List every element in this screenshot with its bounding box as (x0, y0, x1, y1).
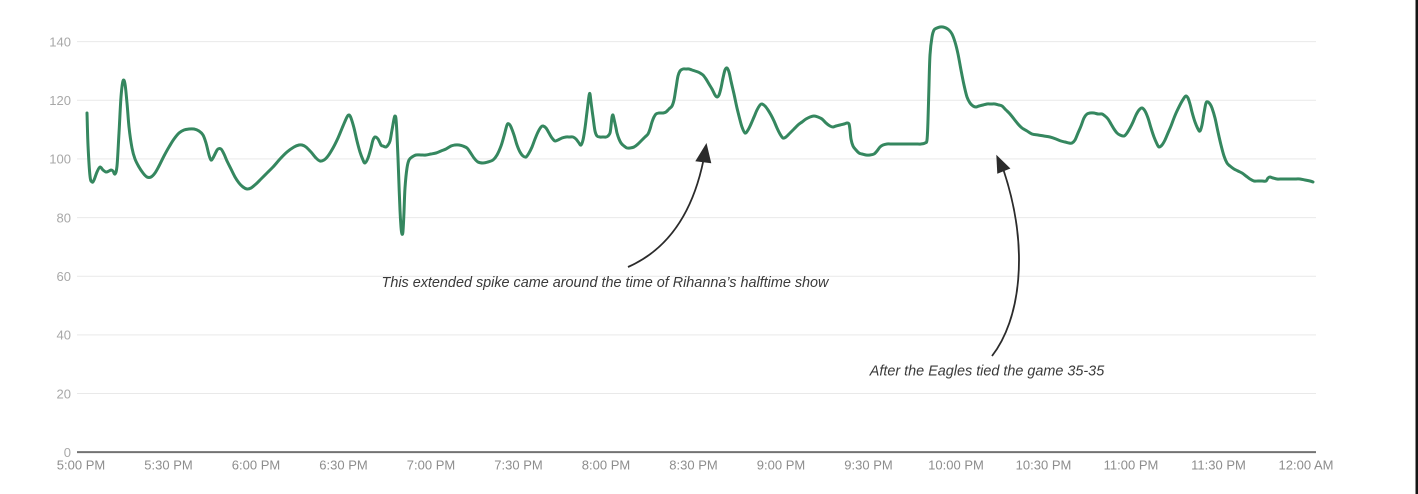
svg-text:7:30 PM: 7:30 PM (494, 458, 542, 473)
svg-text:8:00 PM: 8:00 PM (582, 458, 630, 473)
svg-text:11:00 PM: 11:00 PM (1104, 458, 1159, 473)
svg-text:7:00 PM: 7:00 PM (407, 458, 455, 473)
svg-text:6:00 PM: 6:00 PM (232, 458, 280, 473)
svg-text:60: 60 (57, 269, 71, 284)
svg-text:80: 80 (57, 210, 71, 225)
svg-text:5:30 PM: 5:30 PM (144, 458, 192, 473)
svg-text:6:30 PM: 6:30 PM (319, 458, 367, 473)
svg-text:10:30 PM: 10:30 PM (1016, 458, 1072, 473)
svg-text:12:00 AM: 12:00 AM (1279, 458, 1334, 473)
svg-text:After the Eagles tied the game: After the Eagles tied the game 35-35 (869, 364, 1105, 380)
svg-text:40: 40 (57, 328, 71, 343)
svg-text:This extended spike came aroun: This extended spike came around the time… (382, 275, 830, 291)
svg-text:11:30 PM: 11:30 PM (1191, 458, 1246, 473)
svg-text:20: 20 (57, 386, 71, 401)
svg-text:8:30 PM: 8:30 PM (669, 458, 717, 473)
svg-text:0: 0 (64, 445, 71, 460)
svg-text:9:00 PM: 9:00 PM (757, 458, 805, 473)
svg-text:9:30 PM: 9:30 PM (844, 458, 892, 473)
svg-text:120: 120 (49, 93, 71, 108)
svg-text:140: 140 (49, 34, 71, 49)
svg-text:100: 100 (49, 152, 71, 167)
svg-text:10:00 PM: 10:00 PM (928, 458, 984, 473)
svg-text:5:00 PM: 5:00 PM (57, 458, 105, 473)
